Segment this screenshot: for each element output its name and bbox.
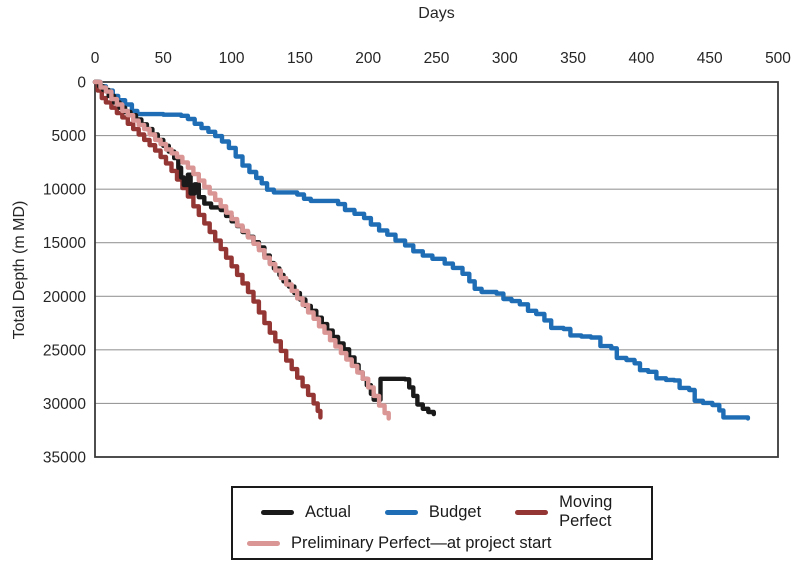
svg-text:5000: 5000 [52,128,87,145]
svg-text:300: 300 [492,50,518,67]
svg-text:500: 500 [765,50,791,67]
svg-text:25000: 25000 [43,342,86,359]
moving-perfect-line-swatch-icon [515,509,549,515]
svg-text:250: 250 [424,50,450,67]
legend-label-actual: Actual [305,502,351,521]
svg-text:15000: 15000 [43,235,86,252]
svg-text:35000: 35000 [43,450,86,467]
legend-row-1: Actual Budget Moving Perfect [245,493,639,531]
svg-text:0: 0 [91,50,100,67]
svg-text:20000: 20000 [43,289,86,306]
legend: Actual Budget Moving Perfect Preliminary… [231,486,653,560]
legend-label-moving-perfect: Moving Perfect [559,493,613,530]
legend-item-actual: Actual [261,503,351,522]
budget-line-swatch-icon [384,509,418,515]
svg-text:400: 400 [628,50,654,67]
legend-item-preliminary-perfect: Preliminary Perfect—at project start [247,534,551,553]
svg-text:50: 50 [155,50,173,67]
preliminary-perfect-line-swatch-icon [247,541,280,546]
legend-label-preliminary-perfect: Preliminary Perfect—at project start [291,534,552,552]
svg-text:10000: 10000 [43,182,86,199]
svg-text:150: 150 [287,50,313,67]
svg-text:450: 450 [697,50,723,67]
svg-text:350: 350 [560,50,586,67]
svg-text:200: 200 [355,50,381,67]
legend-label-budget: Budget [428,502,482,521]
svg-text:0: 0 [77,75,86,92]
legend-item-moving-perfect: Moving Perfect [515,493,639,531]
x-axis-title: Days [418,5,455,22]
legend-item-budget: Budget [384,502,482,522]
actual-line-swatch-icon [261,509,294,515]
svg-text:100: 100 [219,50,245,67]
svg-text:30000: 30000 [43,396,86,413]
legend-row-2: Preliminary Perfect—at project start [245,534,639,553]
